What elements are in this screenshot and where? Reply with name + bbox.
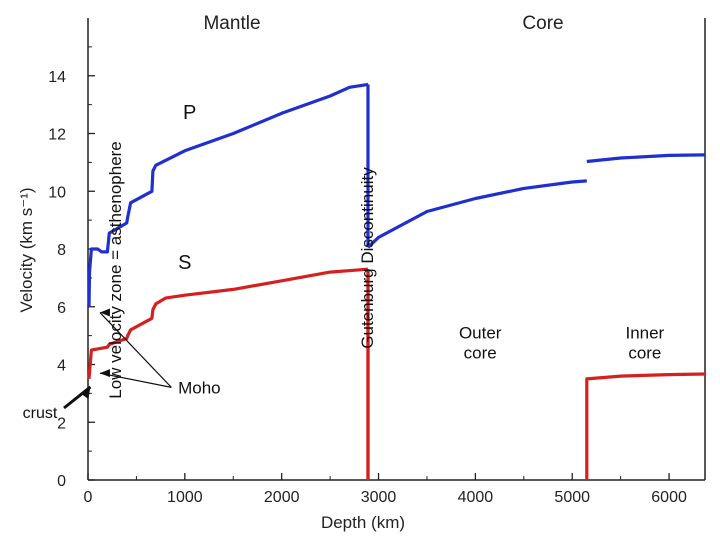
annotation-moho: Moho <box>178 378 221 397</box>
y-tick-label: 8 <box>57 242 66 259</box>
annotations: Outer core Inner core Moho crust Low velocity … <box>23 141 665 422</box>
x-tick-label: 5000 <box>554 489 590 506</box>
zone-label-outer-core: Outer core <box>459 324 502 363</box>
region-label-core: Core <box>522 13 563 34</box>
crust-arrowhead <box>81 386 91 399</box>
moho-pointer-line <box>99 312 172 388</box>
y-tick-label: 0 <box>57 473 66 490</box>
x-ticks: 0 1000 2000 3000 4000 5000 6000 <box>84 473 687 506</box>
series-label-p: P <box>183 102 196 124</box>
y-tick-label: 12 <box>48 127 66 144</box>
y-tick-label: 14 <box>48 69 66 86</box>
x-tick-label: 3000 <box>361 489 397 506</box>
x-axis-label: Depth (km) <box>321 513 405 532</box>
y-tick-label: 4 <box>57 358 66 375</box>
series-p-segment-2 <box>366 179 587 249</box>
series-label-s: S <box>178 252 191 274</box>
series-s-segment-3 <box>585 372 706 480</box>
y-tick-label: 10 <box>48 184 66 201</box>
y-axis-label: Velocity (km s⁻¹) <box>17 187 36 312</box>
zone-label-inner-core: Inner core <box>625 324 664 363</box>
region-label-mantle: Mantle <box>203 13 260 34</box>
y-tick-label: 2 <box>57 415 66 432</box>
moho-pointer-line <box>99 372 172 388</box>
series-p-segment-3 <box>586 153 706 164</box>
y-tick-label: 6 <box>57 300 66 317</box>
series-lines: PS <box>87 82 706 480</box>
x-tick-label: 0 <box>84 489 93 506</box>
moho-arrowhead <box>99 308 110 317</box>
axes <box>87 18 706 481</box>
x-tick-label: 6000 <box>651 489 687 506</box>
annotation-crust: crust <box>23 405 58 422</box>
y-ticks: 0 2 4 6 8 10 12 14 <box>48 46 95 490</box>
annotation-gutenberg-discontinuity: Gutenburg Discontinuity <box>358 167 377 349</box>
x-tick-label: 4000 <box>458 489 494 506</box>
moho-arrowhead <box>99 369 110 378</box>
series-s-segment-1 <box>87 267 369 380</box>
x-tick-label: 1000 <box>167 489 203 506</box>
series-p-segment-1 <box>87 82 369 307</box>
x-tick-label: 2000 <box>264 489 300 506</box>
annotation-low-velocity-zone: Low velocity zone = asthenophere <box>106 141 125 399</box>
